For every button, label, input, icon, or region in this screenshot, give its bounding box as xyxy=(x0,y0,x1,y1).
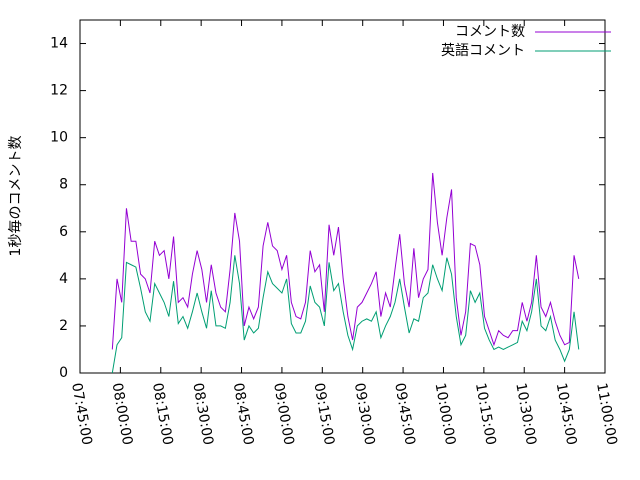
plot-border xyxy=(79,19,606,374)
legend-label: 英語コメント xyxy=(441,42,525,59)
x-tick-label: 11:00:00 xyxy=(593,382,620,447)
y-tick-label: 10 xyxy=(50,130,68,146)
y-tick-label: 0 xyxy=(59,365,68,381)
x-tick-label: 07:45:00 xyxy=(68,382,95,447)
x-tick-label: 10:30:00 xyxy=(512,382,539,447)
x-tick-label: 09:30:00 xyxy=(351,382,378,447)
y-tick-label: 12 xyxy=(50,83,68,99)
y-tick-label: 2 xyxy=(59,318,68,334)
x-tick-label: 08:30:00 xyxy=(189,382,216,447)
y-tick-label: 14 xyxy=(50,36,68,52)
x-tick-label: 08:00:00 xyxy=(109,382,136,447)
x-tick-label: 08:45:00 xyxy=(230,382,257,447)
y-tick-label: 4 xyxy=(59,271,68,287)
x-tick-label: 09:15:00 xyxy=(310,382,337,447)
x-tick-label: 09:00:00 xyxy=(270,382,297,447)
x-tick-label: 10:00:00 xyxy=(432,382,459,447)
x-tick-label: 10:45:00 xyxy=(553,382,580,447)
y-axis-label: 1秒毎のコメント数 xyxy=(8,136,24,257)
y-tick-label: 6 xyxy=(59,224,68,240)
x-tick-label: 09:45:00 xyxy=(391,382,418,447)
x-tick-label: 10:15:00 xyxy=(472,382,499,447)
legend-label: コメント数 xyxy=(455,24,525,40)
y-tick-label: 8 xyxy=(59,177,68,193)
x-tick-label: 08:15:00 xyxy=(149,382,176,447)
series-line xyxy=(111,255,580,374)
series-line xyxy=(111,172,580,350)
